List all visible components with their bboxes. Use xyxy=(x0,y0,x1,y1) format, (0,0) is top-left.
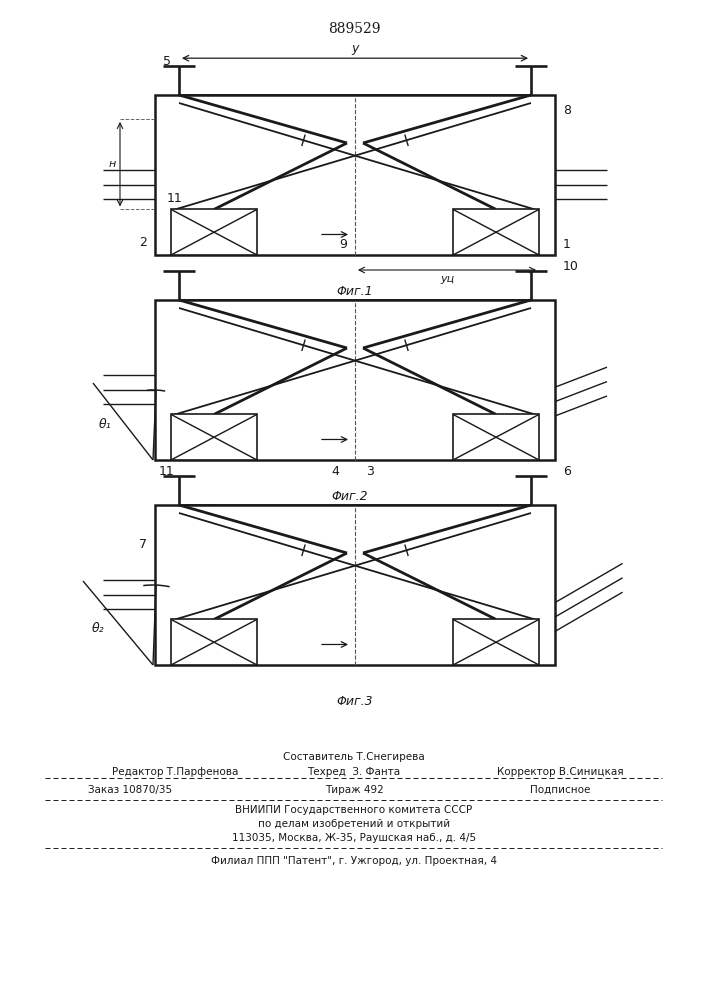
Text: н: н xyxy=(109,159,116,169)
Text: Тираж 492: Тираж 492 xyxy=(325,785,383,795)
Bar xyxy=(155,95,555,255)
Bar xyxy=(171,414,257,460)
Text: у: у xyxy=(351,42,358,55)
Text: Составитель Т.Снегирева: Составитель Т.Снегирева xyxy=(283,752,425,762)
Text: Подписное: Подписное xyxy=(530,785,590,795)
Text: 8: 8 xyxy=(563,104,571,117)
Text: 11: 11 xyxy=(158,465,174,478)
Bar xyxy=(453,209,539,255)
Text: 5: 5 xyxy=(163,55,171,68)
Text: 113035, Москва, Ж-35, Раушская наб., д. 4/5: 113035, Москва, Ж-35, Раушская наб., д. … xyxy=(232,833,476,843)
Text: 2: 2 xyxy=(139,236,147,249)
Text: 9: 9 xyxy=(339,238,347,251)
Text: ВНИИПИ Государственного комитета СССР: ВНИИПИ Государственного комитета СССР xyxy=(235,805,472,815)
Text: 889529: 889529 xyxy=(328,22,380,36)
Text: Корректор В.Синицкая: Корректор В.Синицкая xyxy=(497,767,624,777)
Bar xyxy=(155,300,555,460)
Bar xyxy=(171,209,257,255)
Text: 1: 1 xyxy=(563,238,571,251)
Text: Φиг.1: Φиг.1 xyxy=(337,285,373,298)
Bar xyxy=(171,619,257,665)
Text: Редактор Т.Парфенова: Редактор Т.Парфенова xyxy=(112,767,238,777)
Bar xyxy=(155,505,555,665)
Text: по делам изобретений и открытий: по делам изобретений и открытий xyxy=(258,819,450,829)
Text: 3: 3 xyxy=(366,465,374,478)
Text: Φиг.3: Φиг.3 xyxy=(337,695,373,708)
Bar xyxy=(453,414,539,460)
Text: 4: 4 xyxy=(331,465,339,478)
Text: Техред  З. Фанта: Техред З. Фанта xyxy=(308,767,401,777)
Text: 7: 7 xyxy=(139,538,147,552)
Text: 11: 11 xyxy=(167,192,182,205)
Text: Φиг.2: Φиг.2 xyxy=(332,490,368,503)
Text: 6: 6 xyxy=(563,465,571,478)
Text: уц: уц xyxy=(440,274,454,284)
Bar xyxy=(453,619,539,665)
Text: θ₂: θ₂ xyxy=(92,622,105,636)
Text: 10: 10 xyxy=(563,260,579,273)
Text: θ₁: θ₁ xyxy=(99,418,111,432)
Text: Заказ 10870/35: Заказ 10870/35 xyxy=(88,785,172,795)
Text: Филиал ППП "Патент", г. Ужгород, ул. Проектная, 4: Филиал ППП "Патент", г. Ужгород, ул. Про… xyxy=(211,856,497,866)
